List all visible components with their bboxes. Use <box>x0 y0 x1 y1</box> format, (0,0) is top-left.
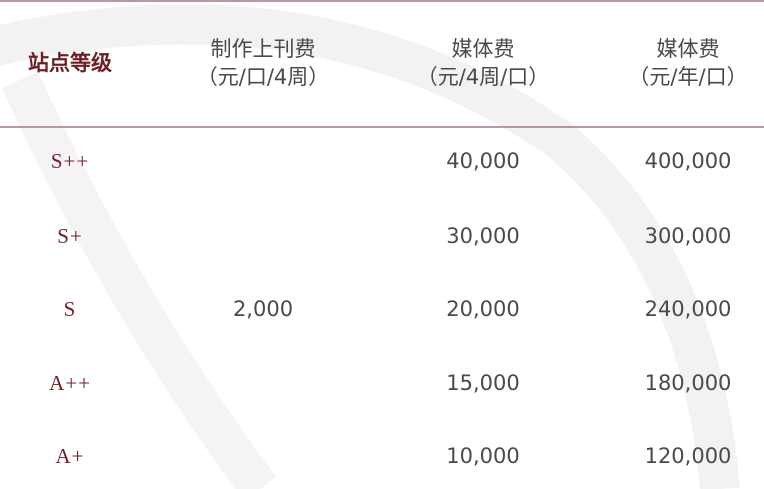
header-grade: 站点等级 <box>28 51 112 75</box>
media-fee-4w-cell: 15,000 <box>446 371 520 395</box>
header-line2: （元/年/口） <box>628 65 748 89</box>
header-line1: 媒体费 <box>451 37 515 61</box>
production-fee-cell: 2,000 <box>232 297 294 321</box>
media-fee-year-cell: 240,000 <box>644 297 732 321</box>
media-fee-4w-cell: 40,000 <box>446 149 520 173</box>
media-fee-year-cell: 120,000 <box>644 444 732 468</box>
header-line1: 制作上刊费 <box>210 37 316 61</box>
header-line2: （元/口/4周） <box>196 65 330 89</box>
header-media-fee-4w: 媒体费 （元/4周/口） <box>417 35 550 91</box>
header-production-fee: 制作上刊费 （元/口/4周） <box>197 35 330 91</box>
media-fee-4w-cell: 30,000 <box>446 224 520 248</box>
grade-cell: A++ <box>49 371 91 395</box>
header-line1: 媒体费 <box>656 37 720 61</box>
grade-cell: S+ <box>57 224 83 248</box>
media-fee-4w-cell: 20,000 <box>446 297 520 321</box>
media-fee-year-cell: 300,000 <box>644 224 732 248</box>
table-top-rule <box>0 0 764 2</box>
media-fee-year-cell: 180,000 <box>644 371 732 395</box>
header-media-fee-year: 媒体费 （元/年/口） <box>628 35 747 91</box>
grade-cell: S++ <box>50 149 90 173</box>
media-fee-4w-cell: 10,000 <box>446 444 520 468</box>
header-line2: （元/4周/口） <box>416 65 550 89</box>
grade-cell: A+ <box>55 444 85 468</box>
grade-cell: S <box>63 297 77 321</box>
media-fee-year-cell: 400,000 <box>644 149 732 173</box>
header-bottom-rule <box>0 126 764 128</box>
